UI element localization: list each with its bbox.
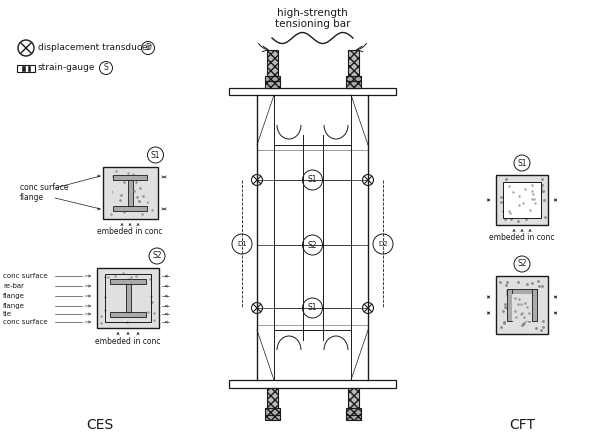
Text: displacement transducer: displacement transducer [38, 44, 151, 52]
Bar [264, 415, 279, 420]
Text: tensioning bar: tensioning bar [275, 19, 350, 29]
Bar [110, 284, 126, 312]
Text: flange: flange [3, 303, 25, 309]
Text: S1: S1 [308, 176, 317, 184]
Text: S2: S2 [308, 240, 317, 250]
Bar [496, 276, 548, 334]
Bar [229, 88, 396, 95]
Bar [532, 289, 537, 321]
Bar [229, 380, 396, 388]
Bar [17, 64, 35, 71]
Text: S2: S2 [517, 259, 526, 269]
Text: strain-gauge: strain-gauge [38, 64, 96, 72]
Bar [126, 284, 130, 312]
Bar [28, 66, 30, 71]
Bar [346, 415, 361, 420]
Bar [512, 294, 532, 321]
Bar [346, 408, 361, 415]
Text: embeded in conc: embeded in conc [489, 232, 555, 242]
Text: re-bar: re-bar [3, 283, 24, 289]
Text: tie: tie [3, 311, 12, 317]
Text: S1: S1 [151, 150, 160, 160]
Bar [127, 180, 132, 206]
Bar [110, 279, 146, 284]
Text: embeded in conc: embeded in conc [97, 228, 163, 236]
Text: high-strength: high-strength [277, 8, 348, 18]
Bar [266, 50, 278, 88]
Text: D1: D1 [237, 241, 247, 247]
Bar [347, 388, 359, 408]
Bar [103, 167, 157, 219]
Bar [503, 182, 541, 218]
Bar [266, 388, 278, 408]
Bar [22, 66, 25, 71]
Bar [130, 284, 146, 312]
Text: flange: flange [20, 194, 44, 202]
Bar [507, 289, 512, 321]
Text: conc surface: conc surface [3, 319, 47, 325]
Bar [264, 408, 279, 415]
Bar [113, 206, 147, 211]
Bar [113, 180, 127, 206]
Text: S: S [103, 64, 108, 72]
Text: D2: D2 [378, 241, 388, 247]
Bar [264, 76, 279, 81]
Bar [346, 81, 361, 88]
Text: S2: S2 [152, 251, 162, 261]
Bar [105, 274, 151, 322]
Bar [264, 81, 279, 88]
Bar [496, 175, 548, 225]
Text: CFT: CFT [509, 418, 535, 432]
Bar [132, 180, 147, 206]
Bar [97, 268, 159, 328]
Bar [110, 312, 146, 317]
Bar [346, 76, 361, 81]
Text: D: D [145, 44, 151, 52]
Text: conc surface: conc surface [3, 273, 47, 279]
Bar [113, 175, 147, 180]
Bar [507, 289, 537, 294]
Text: embeded in conc: embeded in conc [95, 336, 160, 345]
Bar [347, 50, 359, 88]
Text: CES: CES [87, 418, 114, 432]
Text: conc surface: conc surface [20, 183, 69, 193]
Text: flange: flange [3, 293, 25, 299]
Text: S1: S1 [308, 303, 317, 313]
Text: S1: S1 [517, 158, 526, 168]
